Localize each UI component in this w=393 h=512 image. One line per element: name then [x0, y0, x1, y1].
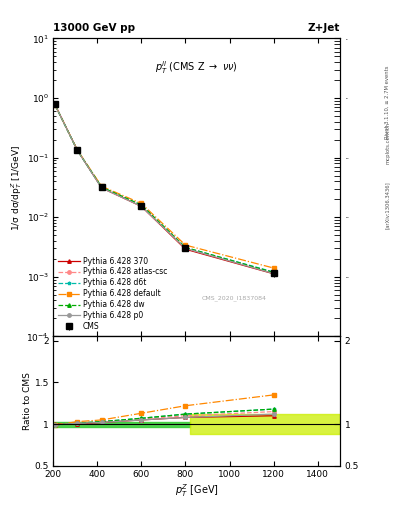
Pythia 6.428 default [139, 200, 144, 206]
Pythia 6.428 default [75, 147, 80, 153]
Pythia 6.428 p0 [272, 270, 276, 276]
Pythia 6.428 370 [99, 185, 104, 191]
Pythia 6.428 d6t [53, 102, 58, 109]
Pythia 6.428 d6t [183, 244, 188, 250]
Text: Z+Jet: Z+Jet [308, 23, 340, 33]
Pythia 6.428 p0 [99, 185, 104, 191]
Pythia 6.428 atlas-csc [99, 184, 104, 190]
Pythia 6.428 p0 [139, 203, 144, 209]
Pythia 6.428 default [272, 265, 276, 271]
Pythia 6.428 370 [139, 203, 144, 209]
Pythia 6.428 dw [139, 202, 144, 208]
Pythia 6.428 d6t [99, 184, 104, 190]
Pythia 6.428 370 [183, 246, 188, 252]
Pythia 6.428 370 [272, 271, 276, 277]
Pythia 6.428 p0 [53, 102, 58, 109]
Text: $p_T^{ll}$ (CMS Z $\rightarrow$ $\nu\nu$): $p_T^{ll}$ (CMS Z $\rightarrow$ $\nu\nu$… [155, 59, 238, 76]
Pythia 6.428 atlas-csc [183, 245, 188, 251]
Pythia 6.428 dw [53, 102, 58, 109]
Pythia 6.428 atlas-csc [139, 203, 144, 209]
Pythia 6.428 atlas-csc [272, 270, 276, 276]
Pythia 6.428 atlas-csc [75, 147, 80, 154]
Pythia 6.428 dw [75, 147, 80, 153]
Line: Pythia 6.428 d6t: Pythia 6.428 d6t [53, 104, 275, 274]
Line: Pythia 6.428 370: Pythia 6.428 370 [53, 103, 275, 275]
Pythia 6.428 atlas-csc [53, 102, 58, 109]
Legend: Pythia 6.428 370, Pythia 6.428 atlas-csc, Pythia 6.428 d6t, Pythia 6.428 default: Pythia 6.428 370, Pythia 6.428 atlas-csc… [55, 253, 170, 334]
Text: [arXiv:1306.3436]: [arXiv:1306.3436] [385, 181, 390, 229]
Line: Pythia 6.428 p0: Pythia 6.428 p0 [53, 104, 275, 275]
Pythia 6.428 p0 [183, 245, 188, 251]
Pythia 6.428 default [99, 183, 104, 189]
Pythia 6.428 dw [183, 244, 188, 250]
Line: Pythia 6.428 atlas-csc: Pythia 6.428 atlas-csc [53, 104, 275, 274]
Y-axis label: Ratio to CMS: Ratio to CMS [23, 372, 32, 430]
Pythia 6.428 dw [272, 269, 276, 275]
Text: mcplots.cern.ch: mcplots.cern.ch [385, 122, 390, 164]
Pythia 6.428 370 [75, 147, 80, 153]
Y-axis label: 1/σ dσ/dp$_T^Z$ [1/GeV]: 1/σ dσ/dp$_T^Z$ [1/GeV] [9, 144, 24, 230]
Pythia 6.428 d6t [139, 202, 144, 208]
Line: Pythia 6.428 dw: Pythia 6.428 dw [53, 104, 275, 274]
Pythia 6.428 default [183, 242, 188, 248]
Line: Pythia 6.428 default: Pythia 6.428 default [53, 104, 275, 270]
Text: Rivet 3.1.10, ≥ 2.7M events: Rivet 3.1.10, ≥ 2.7M events [385, 66, 390, 139]
Text: 13000 GeV pp: 13000 GeV pp [53, 23, 135, 33]
X-axis label: $p_T^Z$ [GeV]: $p_T^Z$ [GeV] [174, 482, 219, 499]
Pythia 6.428 p0 [75, 147, 80, 153]
Pythia 6.428 d6t [75, 147, 80, 154]
Text: CMS_2020_I1837084: CMS_2020_I1837084 [201, 295, 266, 301]
Pythia 6.428 default [53, 102, 58, 109]
Pythia 6.428 d6t [272, 269, 276, 275]
Pythia 6.428 370 [53, 102, 58, 108]
Pythia 6.428 dw [99, 184, 104, 190]
